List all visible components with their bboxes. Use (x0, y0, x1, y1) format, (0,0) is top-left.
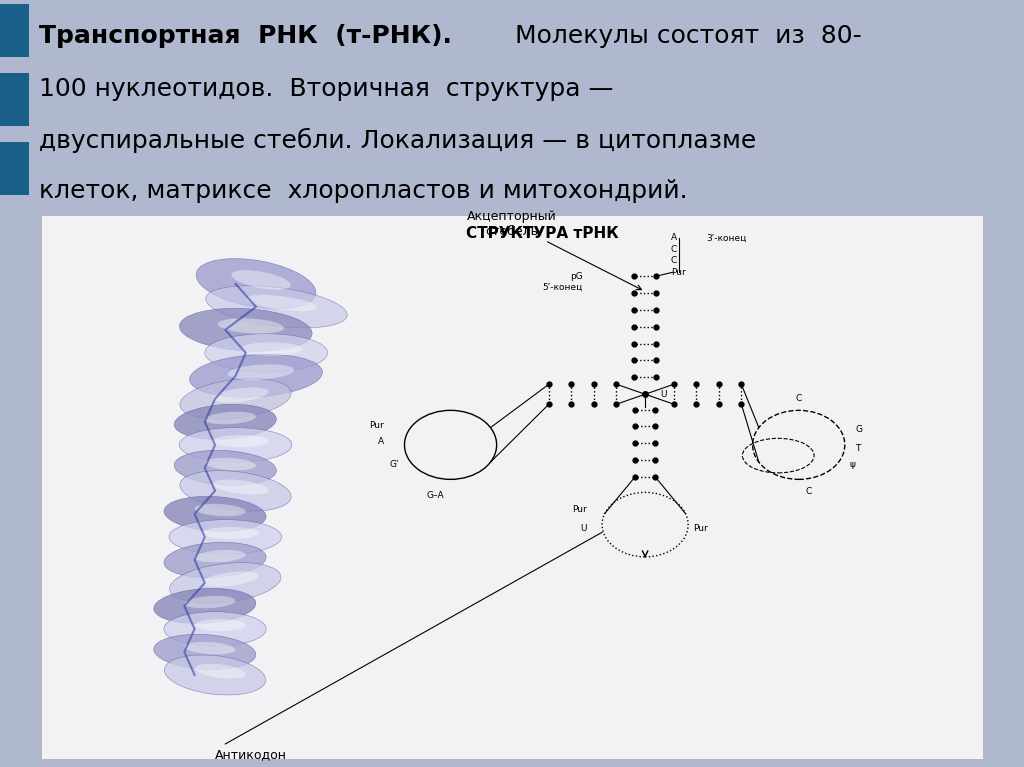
Text: A: A (671, 233, 677, 242)
Text: U: U (660, 390, 667, 399)
Ellipse shape (180, 379, 291, 419)
Ellipse shape (179, 427, 292, 462)
Text: 5ʹ-конец: 5ʹ-конец (543, 283, 583, 292)
Text: U: U (581, 524, 587, 533)
Ellipse shape (154, 634, 256, 670)
Ellipse shape (184, 642, 236, 654)
Ellipse shape (205, 412, 256, 424)
Ellipse shape (180, 471, 291, 511)
Text: Pur: Pur (671, 268, 685, 277)
Text: Pur: Pur (370, 421, 384, 430)
Text: T: T (855, 444, 860, 453)
Text: G: G (855, 425, 862, 434)
Ellipse shape (174, 450, 276, 486)
Text: Pur: Pur (693, 524, 708, 533)
Text: Молекулы состоят  из  80-: Молекулы состоят из 80- (515, 25, 862, 48)
Text: Акцепторный
стебель: Акцепторный стебель (467, 209, 642, 290)
Ellipse shape (241, 342, 302, 356)
Ellipse shape (213, 479, 268, 495)
FancyBboxPatch shape (0, 4, 29, 57)
Ellipse shape (213, 387, 268, 403)
Text: 3ʹ-конец: 3ʹ-конец (707, 233, 746, 242)
Text: pG: pG (570, 272, 583, 281)
Ellipse shape (231, 270, 291, 290)
Ellipse shape (164, 542, 266, 578)
Text: Pur: Pur (572, 505, 587, 514)
Text: клеток, матриксе  хлоропластов и митохондрий.: клеток, матриксе хлоропластов и митохонд… (39, 179, 687, 202)
Ellipse shape (184, 596, 236, 608)
Text: двуспиральные стебли. Локализация — в цитоплазме: двуспиральные стебли. Локализация — в ци… (39, 128, 756, 153)
Text: 100 нуклеотидов.  Вторичная  структура —: 100 нуклеотидов. Вторичная структура — (39, 77, 613, 101)
Ellipse shape (154, 588, 256, 624)
Text: C: C (796, 393, 802, 403)
FancyBboxPatch shape (41, 215, 983, 759)
Text: СТРУКТУРА тРНК: СТРУКТУРА тРНК (466, 226, 620, 242)
Ellipse shape (206, 286, 347, 328)
Ellipse shape (213, 435, 268, 447)
Text: ψ: ψ (850, 459, 856, 469)
Ellipse shape (197, 258, 315, 309)
Text: G–A: G–A (426, 491, 444, 500)
FancyBboxPatch shape (0, 143, 29, 195)
Ellipse shape (195, 550, 246, 562)
Ellipse shape (205, 458, 256, 470)
Ellipse shape (179, 308, 312, 351)
Ellipse shape (195, 504, 246, 516)
Text: C: C (671, 256, 677, 265)
Text: C: C (806, 487, 812, 496)
Ellipse shape (228, 364, 294, 380)
Ellipse shape (203, 571, 258, 587)
Ellipse shape (170, 563, 281, 603)
Ellipse shape (203, 527, 258, 539)
Ellipse shape (189, 354, 323, 397)
Ellipse shape (174, 404, 276, 439)
Text: Транспортная  РНК  (т-РНК).: Транспортная РНК (т-РНК). (39, 25, 452, 48)
Ellipse shape (246, 295, 317, 311)
Ellipse shape (164, 612, 266, 646)
Ellipse shape (205, 334, 328, 372)
Ellipse shape (195, 619, 246, 631)
Text: Антикодон: Антикодон (215, 748, 287, 761)
Ellipse shape (169, 520, 282, 554)
Text: Gʹ: Gʹ (390, 459, 399, 469)
Ellipse shape (165, 655, 265, 695)
Ellipse shape (218, 318, 284, 334)
Text: A: A (378, 436, 384, 446)
Ellipse shape (164, 496, 266, 532)
FancyBboxPatch shape (0, 73, 29, 126)
Ellipse shape (195, 663, 246, 679)
Text: C: C (671, 245, 677, 254)
